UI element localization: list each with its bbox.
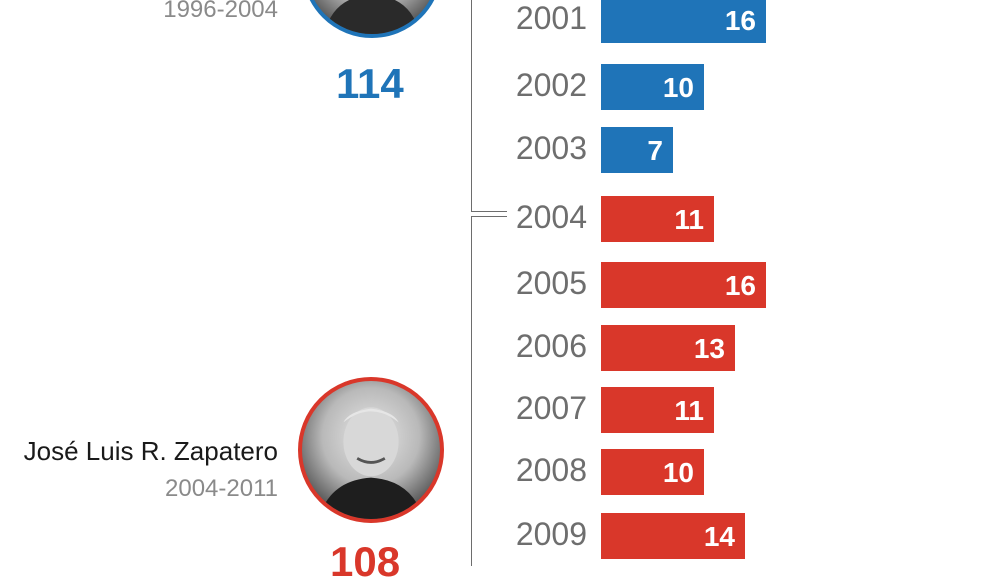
bar-2007: [601, 387, 714, 433]
bar-2005: [601, 262, 766, 308]
president-2-total: 108: [330, 538, 401, 585]
bar-value-label-2008: 10: [662, 457, 694, 488]
person-icon: [318, 407, 424, 519]
bar-value-label-2001: 16: [724, 5, 756, 36]
president-1-period: 1996-2004: [163, 0, 278, 23]
bar-value-label-2005: 16: [724, 270, 756, 301]
person-icon: [324, 0, 420, 34]
bar-2002: [601, 64, 704, 110]
year-label-2007: 2007: [515, 390, 587, 426]
bar-2008: [601, 449, 704, 495]
president-1-avatar: [302, 0, 442, 38]
year-label-2002: 2002: [515, 67, 587, 103]
year-label-2001: 2001: [515, 0, 587, 36]
president-2-avatar: [298, 377, 444, 523]
year-label-2008: 2008: [515, 452, 587, 488]
president-2-period: 2004-2011: [165, 475, 278, 502]
bar-value-label-2004: 11: [674, 204, 704, 235]
bar-value-label-2009: 14: [703, 521, 735, 552]
bar-2003: [601, 127, 673, 173]
timeline-bracket-bottom: [471, 216, 507, 217]
year-label-2003: 2003: [515, 130, 587, 166]
timeline-line-president-1: [471, 0, 472, 211]
bar-2001: [601, 0, 766, 43]
year-label-2009: 2009: [515, 516, 587, 552]
timeline-line-president-2: [471, 216, 472, 566]
president-1-total: 114: [336, 60, 404, 107]
bar-value-label-2003: 7: [647, 135, 663, 166]
bar-2006: [601, 325, 735, 371]
year-label-2006: 2006: [515, 328, 587, 364]
bar-2004: [601, 196, 714, 242]
bar-value-label-2007: 11: [674, 395, 704, 426]
bar-value-label-2006: 13: [693, 333, 725, 364]
bar-2009: [601, 513, 745, 559]
year-label-2004: 2004: [515, 199, 587, 235]
bar-value-label-2002: 10: [662, 72, 694, 103]
president-2-name: José Luis R. Zapatero: [23, 436, 278, 466]
year-label-2005: 2005: [515, 265, 587, 301]
timeline-bracket-top: [471, 211, 507, 212]
